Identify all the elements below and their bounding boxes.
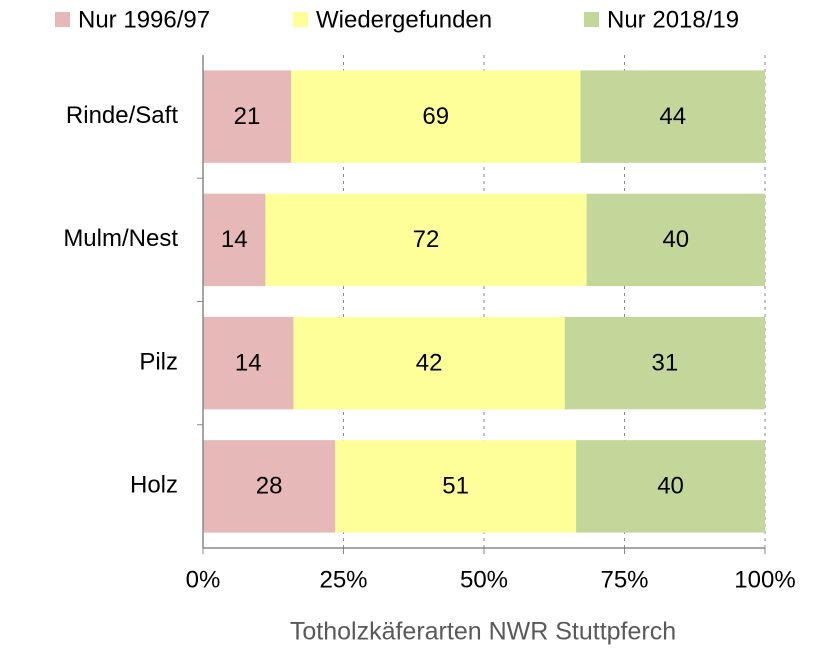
bar-segment: [203, 193, 266, 287]
legend-label: Nur 1996/97: [78, 6, 210, 33]
y-tick-label: Rinde/Saft: [66, 102, 178, 129]
y-tick-label: Pilz: [139, 348, 178, 375]
bar-segment: [265, 193, 587, 287]
grid: [343, 55, 766, 548]
data-label: 28: [256, 473, 283, 500]
x-tick-label: 75%: [600, 566, 648, 593]
bar-segment: [291, 70, 581, 163]
legend-swatch: [584, 12, 599, 27]
bar-segment: [580, 70, 765, 163]
data-label: 44: [659, 103, 686, 130]
legend-swatch: [293, 12, 308, 27]
bar-segment: [586, 193, 765, 287]
data-label: 72: [413, 226, 440, 253]
data-label: 69: [422, 103, 449, 130]
bar-segment: [203, 70, 292, 163]
legend-label: Nur 2018/19: [607, 6, 739, 33]
chart-title: Totholzkäferarten NWR Stuttpferch: [290, 618, 676, 646]
x-tick-label: 0%: [186, 566, 221, 593]
data-label: 31: [652, 349, 679, 376]
bars: [203, 70, 765, 533]
data-label: 14: [235, 349, 262, 376]
bar-segment: [293, 316, 565, 410]
bar-segment: [564, 316, 765, 410]
x-tick-label: 25%: [319, 566, 367, 593]
x-tick-label: 100%: [734, 566, 795, 593]
data-label: 21: [234, 103, 261, 130]
data-label: 14: [221, 226, 248, 253]
data-label: 40: [662, 226, 689, 253]
legend-label: Wiedergefunden: [316, 6, 492, 33]
bar-segment: [203, 316, 294, 410]
data-label: 42: [416, 349, 443, 376]
data-label: 51: [442, 473, 469, 500]
data-label: 40: [657, 473, 684, 500]
x-tick-label: 50%: [460, 566, 508, 593]
bar-segment: [335, 440, 577, 533]
bar-segment: [203, 440, 336, 533]
y-tick-label: Mulm/Nest: [63, 225, 178, 252]
bar-segment: [576, 440, 765, 533]
legend-swatch: [55, 12, 70, 27]
y-tick-label: Holz: [130, 472, 178, 499]
